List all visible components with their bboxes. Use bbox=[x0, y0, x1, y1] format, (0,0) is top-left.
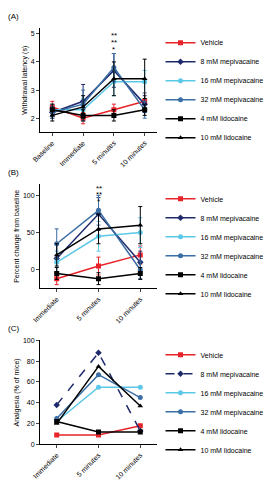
svg-text:16 mM mepivacaine: 16 mM mepivacaine bbox=[201, 234, 264, 242]
svg-text:10 mM lidocaine: 10 mM lidocaine bbox=[201, 291, 252, 298]
svg-text:0: 0 bbox=[31, 266, 35, 273]
svg-text:10 minutes: 10 minutes bbox=[114, 295, 144, 325]
svg-text:32 mM mepivacaine: 32 mM mepivacaine bbox=[201, 409, 264, 417]
svg-text:Percent change from baseline: Percent change from baseline bbox=[13, 190, 21, 283]
svg-text:Analgesia (% of mice): Analgesia (% of mice) bbox=[13, 358, 21, 426]
svg-text:**: ** bbox=[111, 31, 117, 40]
svg-text:(C): (C) bbox=[8, 324, 19, 333]
svg-text:20: 20 bbox=[27, 420, 35, 427]
svg-text:8 mM mepivacaine: 8 mM mepivacaine bbox=[201, 215, 260, 223]
svg-text:Vehicle: Vehicle bbox=[201, 352, 224, 359]
svg-text:16 mM mepivacaine: 16 mM mepivacaine bbox=[201, 77, 264, 85]
svg-text:Immediate: Immediate bbox=[32, 295, 60, 323]
svg-text:Vehicle: Vehicle bbox=[201, 39, 224, 46]
svg-text:5 minutes: 5 minutes bbox=[75, 295, 102, 322]
svg-text:Vehicle: Vehicle bbox=[201, 196, 224, 203]
svg-text:60: 60 bbox=[27, 378, 35, 385]
svg-text:5 minutes: 5 minutes bbox=[91, 139, 118, 166]
svg-text:10 mM lidocaine: 10 mM lidocaine bbox=[201, 134, 252, 141]
svg-text:3: 3 bbox=[31, 87, 35, 94]
svg-text:8 mM mepivacaine: 8 mM mepivacaine bbox=[201, 58, 260, 66]
svg-text:32 mM mepivacaine: 32 mM mepivacaine bbox=[201, 96, 264, 104]
svg-text:**: ** bbox=[111, 38, 117, 47]
svg-text:*: * bbox=[97, 197, 100, 206]
svg-text:100: 100 bbox=[23, 192, 35, 199]
svg-text:5 minutes: 5 minutes bbox=[75, 451, 102, 478]
svg-text:10 minutes: 10 minutes bbox=[119, 139, 149, 169]
svg-text:*: * bbox=[112, 45, 115, 54]
svg-text:Immediate: Immediate bbox=[58, 139, 86, 167]
svg-text:80: 80 bbox=[27, 358, 35, 365]
svg-text:16 mM mepivacaine: 16 mM mepivacaine bbox=[201, 390, 264, 398]
svg-text:Baseline: Baseline bbox=[32, 139, 56, 163]
svg-text:**: ** bbox=[96, 184, 102, 193]
svg-text:5: 5 bbox=[31, 30, 35, 37]
svg-text:4 mM lidocaine: 4 mM lidocaine bbox=[201, 272, 248, 279]
svg-text:(A): (A) bbox=[8, 12, 19, 21]
svg-text:Withdrawal latency (s): Withdrawal latency (s) bbox=[21, 46, 29, 115]
svg-text:4 mM lidocaine: 4 mM lidocaine bbox=[201, 428, 248, 435]
svg-text:Immediate: Immediate bbox=[32, 451, 60, 479]
svg-text:4 mM lidocaine: 4 mM lidocaine bbox=[201, 115, 248, 122]
svg-text:4: 4 bbox=[31, 58, 35, 65]
svg-text:32 mM mepivacaine: 32 mM mepivacaine bbox=[201, 253, 264, 261]
svg-text:100: 100 bbox=[23, 337, 35, 344]
svg-text:**: ** bbox=[96, 190, 102, 199]
svg-text:10 mM lidocaine: 10 mM lidocaine bbox=[201, 447, 252, 454]
svg-text:(B): (B) bbox=[8, 168, 19, 177]
svg-text:50: 50 bbox=[27, 229, 35, 236]
svg-text:0: 0 bbox=[31, 441, 35, 448]
svg-text:10 minutes: 10 minutes bbox=[114, 451, 144, 481]
svg-text:2: 2 bbox=[31, 115, 35, 122]
svg-text:8 mM mepivacaine: 8 mM mepivacaine bbox=[201, 371, 260, 379]
svg-text:40: 40 bbox=[27, 399, 35, 406]
